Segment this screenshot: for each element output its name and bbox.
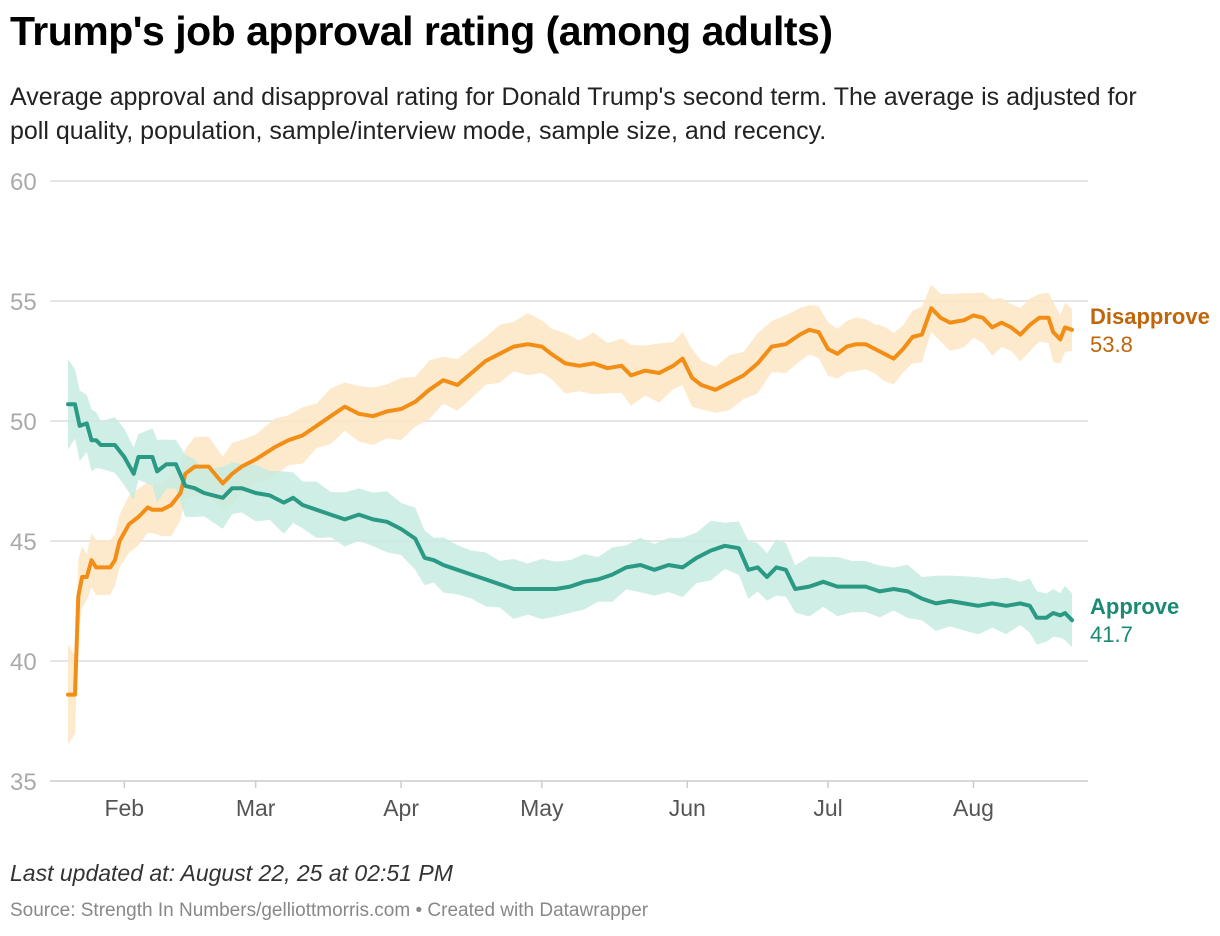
x-tick-label-feb: Feb: [104, 795, 144, 821]
approve-final-value: 41.7: [1090, 622, 1133, 647]
x-tick-label-mar: Mar: [236, 795, 276, 821]
chart-title: Trump's job approval rating (among adult…: [10, 8, 833, 54]
series-end-labels: Disapprove 53.8 Approve 41.7: [1090, 304, 1210, 647]
disapprove-uncertainty-band: [68, 284, 1072, 745]
approve-line: [66, 402, 1074, 623]
x-tick-label-apr: Apr: [383, 795, 419, 821]
source-credit: Source: Strength In Numbers/gelliottmorr…: [10, 900, 649, 921]
disapprove-series-label: Disapprove: [1090, 304, 1210, 329]
x-tick-label-aug: Aug: [953, 795, 994, 821]
disapprove-final-value: 53.8: [1090, 332, 1133, 357]
approve-uncertainty-band: [68, 358, 1072, 647]
y-tick-label: 50: [10, 409, 37, 436]
axes: 35 40 45 50 55 60 Feb Mar Apr May Jun Jul Aug: [10, 169, 994, 821]
series-lines: [66, 306, 1074, 697]
x-tick-label-jun: Jun: [669, 795, 706, 821]
y-tick-label: 35: [10, 769, 37, 796]
x-tick-label-may: May: [520, 795, 564, 821]
last-updated-note: Last updated at: August 22, 25 at 02:51 …: [10, 860, 453, 886]
gridlines: [50, 180, 1088, 782]
x-tick-label-jul: Jul: [813, 795, 842, 821]
y-tick-label: 45: [10, 529, 37, 556]
y-tick-label: 40: [10, 649, 37, 676]
y-tick-label: 60: [10, 169, 37, 196]
chart-subtitle: Average approval and disapproval rating …: [10, 83, 1137, 145]
uncertainty-bands: [68, 284, 1072, 745]
approval-line-chart: Disapprove 53.8 Approve 41.7 35 40 45 50 55 60 Fe…: [10, 169, 1210, 821]
y-tick-label: 55: [10, 289, 37, 316]
approve-series-label: Approve: [1090, 594, 1179, 619]
disapprove-line: [66, 306, 1074, 697]
